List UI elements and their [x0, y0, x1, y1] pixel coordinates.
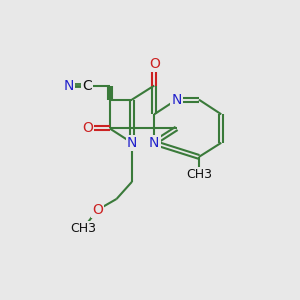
Text: C: C — [82, 79, 92, 92]
Text: CH3: CH3 — [186, 168, 212, 181]
Text: N: N — [149, 136, 160, 150]
Text: N: N — [64, 79, 74, 92]
Text: N: N — [171, 93, 182, 107]
Text: CH3: CH3 — [70, 222, 96, 235]
Text: O: O — [149, 57, 160, 71]
Text: N: N — [127, 136, 137, 150]
Text: O: O — [82, 122, 93, 135]
Text: O: O — [92, 203, 103, 217]
